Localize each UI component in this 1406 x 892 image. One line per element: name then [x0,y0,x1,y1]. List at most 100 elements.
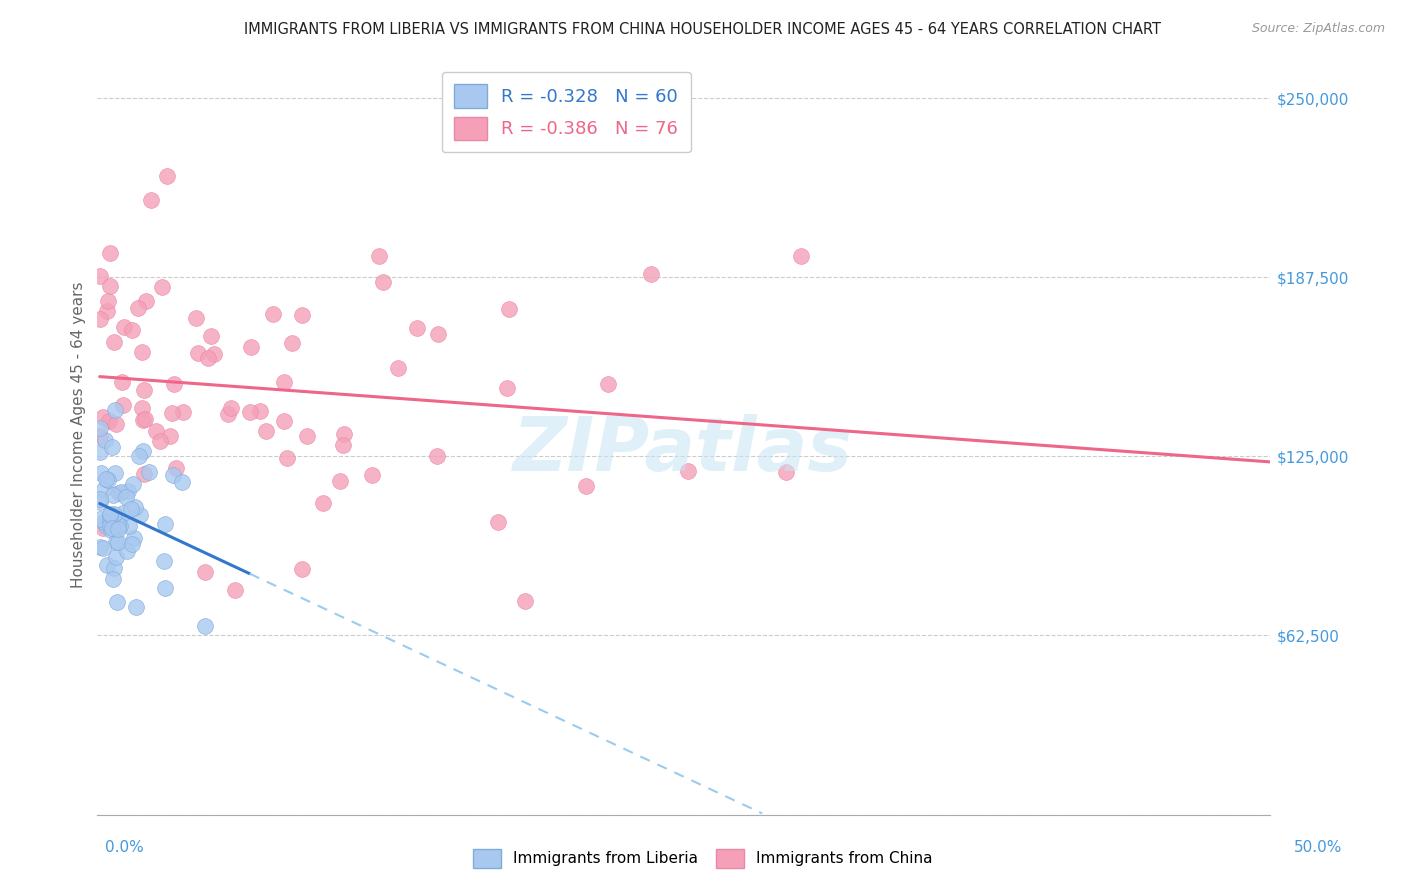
Immigrants from Liberia [153,554,176,568]
Immigrants from China [149,434,172,448]
Immigrants from Liberia [98,508,121,522]
Immigrants from Liberia [162,468,184,483]
Immigrants from Liberia [89,420,111,434]
Immigrants from China [387,360,409,375]
Immigrants from Liberia [105,595,128,609]
Immigrants from China [262,307,284,321]
Immigrants from Liberia [124,500,146,515]
Immigrants from China [163,377,186,392]
Legend: Immigrants from Liberia, Immigrants from China: Immigrants from Liberia, Immigrants from… [467,843,939,873]
Immigrants from China [98,245,121,260]
Immigrants from China [112,399,135,413]
Immigrants from China [197,351,219,365]
Immigrants from China [598,377,620,392]
Immigrants from China [775,465,797,479]
Immigrants from China [156,169,179,183]
Immigrants from China [103,334,125,349]
Immigrants from China [371,275,394,289]
Immigrants from Liberia [122,531,145,545]
Immigrants from Liberia [93,483,115,497]
Immigrants from China [160,406,183,420]
Immigrants from China [89,311,111,326]
Immigrants from Liberia [89,540,111,554]
Immigrants from China [97,293,120,308]
Immigrants from China [219,401,242,415]
Immigrants from China [254,424,277,438]
Immigrants from Liberia [103,512,125,526]
Immigrants from China [202,347,225,361]
Immigrants from China [150,279,173,293]
Immigrants from China [131,344,153,359]
Immigrants from China [131,401,153,415]
Immigrants from China [291,562,314,576]
Immigrants from Liberia [93,516,115,530]
Immigrants from China [224,582,246,597]
Immigrants from Liberia [108,486,131,500]
Immigrants from Liberia [89,512,111,526]
Immigrants from Liberia [101,521,124,535]
Immigrants from China [367,249,389,263]
Immigrants from China [98,279,121,293]
Immigrants from Liberia [104,534,127,549]
Text: 0.0%: 0.0% [105,840,145,855]
Immigrants from China [165,461,187,475]
Immigrants from Liberia [89,444,111,458]
Immigrants from Liberia [120,501,142,516]
Immigrants from China [311,496,333,510]
Immigrants from China [132,467,155,481]
Immigrants from China [127,301,149,315]
Immigrants from China [111,375,134,389]
Immigrants from Liberia [153,581,176,595]
Immigrants from Liberia [90,467,112,481]
Immigrants from China [240,341,263,355]
Immigrants from China [575,479,598,493]
Immigrants from Liberia [96,472,118,486]
Immigrants from Liberia [103,508,125,522]
Immigrants from China [498,301,520,316]
Immigrants from China [273,414,295,428]
Immigrants from Liberia [138,465,160,479]
Immigrants from China [273,375,295,389]
Immigrants from Liberia [153,517,176,532]
Immigrants from China [496,381,519,395]
Immigrants from Liberia [121,537,143,551]
Immigrants from China [134,412,156,426]
Immigrants from China [186,310,208,325]
Text: 50.0%: 50.0% [1295,840,1343,855]
Immigrants from China [91,410,114,425]
Text: ZIPatlas: ZIPatlas [513,414,853,486]
Immigrants from Liberia [101,572,124,586]
Immigrants from Liberia [117,483,139,498]
Immigrants from China [427,326,450,341]
Immigrants from Liberia [110,485,132,500]
Immigrants from Liberia [104,403,127,417]
Immigrants from China [239,405,262,419]
Immigrants from China [187,346,209,360]
Text: IMMIGRANTS FROM LIBERIA VS IMMIGRANTS FROM CHINA HOUSEHOLDER INCOME AGES 45 - 64: IMMIGRANTS FROM LIBERIA VS IMMIGRANTS FR… [245,22,1161,37]
Immigrants from China [513,593,536,607]
Immigrants from Liberia [91,541,114,555]
Immigrants from China [132,412,155,426]
Immigrants from China [96,303,118,318]
Immigrants from Liberia [132,443,155,458]
Text: Source: ZipAtlas.com: Source: ZipAtlas.com [1251,22,1385,36]
Immigrants from Liberia [107,517,129,532]
Immigrants from Liberia [101,441,124,455]
Immigrants from China [249,404,271,418]
Immigrants from Liberia [128,449,150,463]
Immigrants from Liberia [112,506,135,520]
Immigrants from Liberia [108,519,131,533]
Immigrants from Liberia [107,522,129,536]
Immigrants from China [676,464,699,478]
Immigrants from China [139,194,162,208]
Immigrants from China [329,475,352,489]
Immigrants from China [789,249,811,263]
Immigrants from Liberia [101,488,124,502]
Immigrants from Liberia [98,518,121,533]
Immigrants from Liberia [129,508,152,523]
Immigrants from Liberia [103,561,125,575]
Immigrants from China [405,321,427,335]
Immigrants from China [104,417,127,431]
Immigrants from Liberia [194,619,217,633]
Immigrants from Liberia [89,494,111,508]
